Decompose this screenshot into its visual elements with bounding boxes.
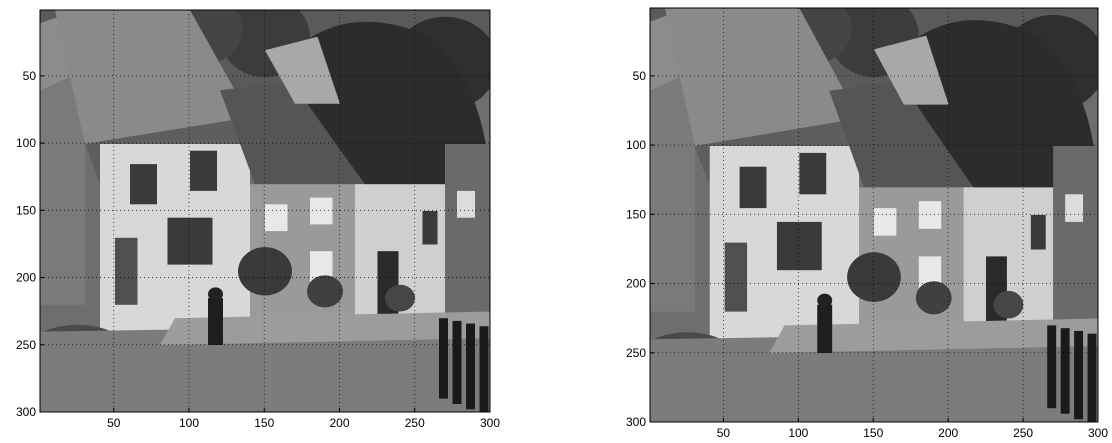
x-tick-label: 200 [938,426,958,440]
photo-image [40,10,490,412]
axes-frame [649,7,1099,423]
x-tick-label: 300 [480,416,500,430]
x-tick-label: 250 [1013,426,1033,440]
axis-ticks: 50 100 150 200 250 300 50 100 150 200 250 300 [626,69,1108,440]
y-tick-label: 50 [633,69,647,83]
image-area [40,10,490,412]
x-tick-label: 150 [863,426,883,440]
chart-panel-left: 50 100 150 200 250 300 50 100 150 200 250 300 [16,9,500,430]
x-tick-label: 250 [405,416,425,430]
y-tick-label: 300 [626,415,646,429]
x-tick-label: 150 [254,416,274,430]
y-tick-label: 200 [16,271,36,285]
chart-panel-right: 50 100 150 200 250 300 50 100 150 200 250 300 [626,7,1108,440]
y-tick-label: 100 [626,138,646,152]
y-tick-label: 50 [23,69,37,83]
x-tick-label: 300 [1088,426,1108,440]
y-tick-label: 150 [16,203,36,217]
y-tick-label: 300 [16,405,36,419]
image-area [650,8,1098,422]
x-tick-label: 50 [107,416,121,430]
photo-image [650,8,1098,422]
y-tick-label: 250 [626,346,646,360]
x-tick-label: 100 [788,426,808,440]
y-tick-label: 250 [16,338,36,352]
x-tick-label: 200 [329,416,349,430]
grid-lines [40,10,490,412]
y-tick-label: 100 [16,136,36,150]
y-tick-label: 200 [626,277,646,291]
axes-frame [39,9,491,413]
x-tick-label: 50 [717,426,731,440]
x-tick-label: 100 [179,416,199,430]
axis-ticks: 50 100 150 200 250 300 50 100 150 200 250 300 [16,69,500,430]
y-tick-label: 150 [626,207,646,221]
grid-lines [650,8,1098,422]
